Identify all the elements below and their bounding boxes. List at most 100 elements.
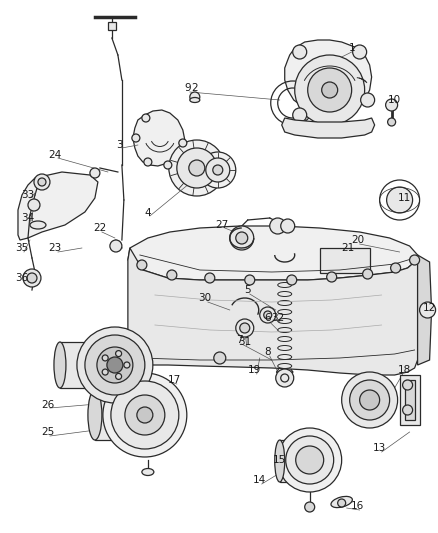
Bar: [405, 380, 415, 420]
Circle shape: [308, 68, 352, 112]
Circle shape: [190, 92, 200, 102]
Circle shape: [360, 390, 380, 410]
Text: 20: 20: [351, 235, 364, 245]
Circle shape: [132, 134, 140, 142]
Text: 36: 36: [15, 273, 28, 283]
Circle shape: [287, 275, 297, 285]
Circle shape: [179, 139, 187, 147]
Circle shape: [102, 369, 108, 375]
Text: 14: 14: [253, 475, 266, 485]
Bar: [320, 248, 370, 273]
Circle shape: [360, 93, 374, 107]
Text: 13: 13: [373, 443, 386, 453]
Circle shape: [103, 373, 187, 457]
Circle shape: [281, 219, 295, 233]
Text: 23: 23: [48, 243, 62, 253]
Circle shape: [387, 187, 413, 213]
Circle shape: [321, 82, 338, 98]
Circle shape: [391, 263, 401, 273]
Text: 31: 31: [238, 337, 251, 347]
Circle shape: [278, 428, 342, 492]
Ellipse shape: [104, 365, 116, 372]
Text: 8: 8: [265, 347, 271, 357]
Circle shape: [293, 108, 307, 122]
Text: 18: 18: [398, 365, 411, 375]
Circle shape: [213, 165, 223, 175]
Circle shape: [77, 327, 153, 403]
Text: 4: 4: [145, 208, 151, 218]
Circle shape: [295, 55, 365, 125]
Circle shape: [327, 272, 337, 282]
Polygon shape: [133, 110, 185, 166]
Circle shape: [85, 335, 145, 395]
Text: 7: 7: [237, 335, 243, 345]
Circle shape: [342, 372, 398, 428]
Circle shape: [103, 365, 113, 375]
Text: 35: 35: [15, 243, 28, 253]
Circle shape: [107, 357, 123, 373]
Circle shape: [167, 270, 177, 280]
Bar: [60, 342, 120, 388]
Circle shape: [286, 436, 334, 484]
Text: 21: 21: [341, 243, 354, 253]
Circle shape: [264, 311, 272, 319]
Text: 25: 25: [41, 427, 55, 437]
Text: 11: 11: [398, 193, 411, 203]
Circle shape: [240, 323, 250, 333]
Circle shape: [410, 255, 420, 265]
Bar: [108, 22, 116, 30]
Circle shape: [206, 158, 230, 182]
Circle shape: [164, 161, 172, 169]
Text: 6: 6: [265, 313, 271, 323]
Circle shape: [305, 502, 314, 512]
Circle shape: [270, 218, 286, 234]
Text: 10: 10: [388, 95, 401, 105]
Circle shape: [116, 351, 122, 357]
Circle shape: [338, 499, 346, 507]
Circle shape: [27, 273, 37, 283]
Circle shape: [363, 269, 373, 279]
Circle shape: [403, 405, 413, 415]
Circle shape: [403, 380, 413, 390]
Ellipse shape: [88, 390, 102, 440]
Circle shape: [230, 226, 254, 250]
Text: 2: 2: [191, 83, 198, 93]
Circle shape: [353, 45, 367, 59]
Polygon shape: [285, 40, 371, 118]
Text: 16: 16: [351, 501, 364, 511]
Circle shape: [90, 168, 100, 178]
Text: 32: 32: [271, 313, 284, 323]
Text: 30: 30: [198, 293, 212, 303]
Circle shape: [124, 362, 130, 368]
Circle shape: [189, 160, 205, 176]
Circle shape: [236, 232, 248, 244]
Polygon shape: [128, 248, 417, 375]
Bar: [280, 440, 314, 482]
Bar: [95, 390, 150, 440]
Circle shape: [137, 407, 153, 423]
Circle shape: [142, 114, 150, 122]
Polygon shape: [282, 118, 374, 138]
Circle shape: [23, 269, 41, 287]
Text: 12: 12: [423, 303, 436, 313]
Ellipse shape: [331, 496, 352, 507]
Polygon shape: [417, 255, 431, 365]
Text: 34: 34: [21, 213, 35, 223]
Text: 24: 24: [48, 150, 62, 160]
Circle shape: [350, 380, 390, 420]
Circle shape: [296, 446, 324, 474]
Text: 1: 1: [348, 43, 355, 53]
Circle shape: [97, 347, 133, 383]
Text: 26: 26: [41, 400, 55, 410]
Text: 33: 33: [21, 190, 35, 200]
Ellipse shape: [54, 342, 66, 388]
Circle shape: [385, 99, 398, 111]
Text: 17: 17: [168, 375, 181, 385]
Ellipse shape: [142, 469, 154, 475]
Circle shape: [205, 273, 215, 283]
Circle shape: [420, 302, 435, 318]
Ellipse shape: [30, 221, 46, 229]
Circle shape: [388, 118, 396, 126]
Circle shape: [110, 240, 122, 252]
Text: 5: 5: [244, 285, 251, 295]
